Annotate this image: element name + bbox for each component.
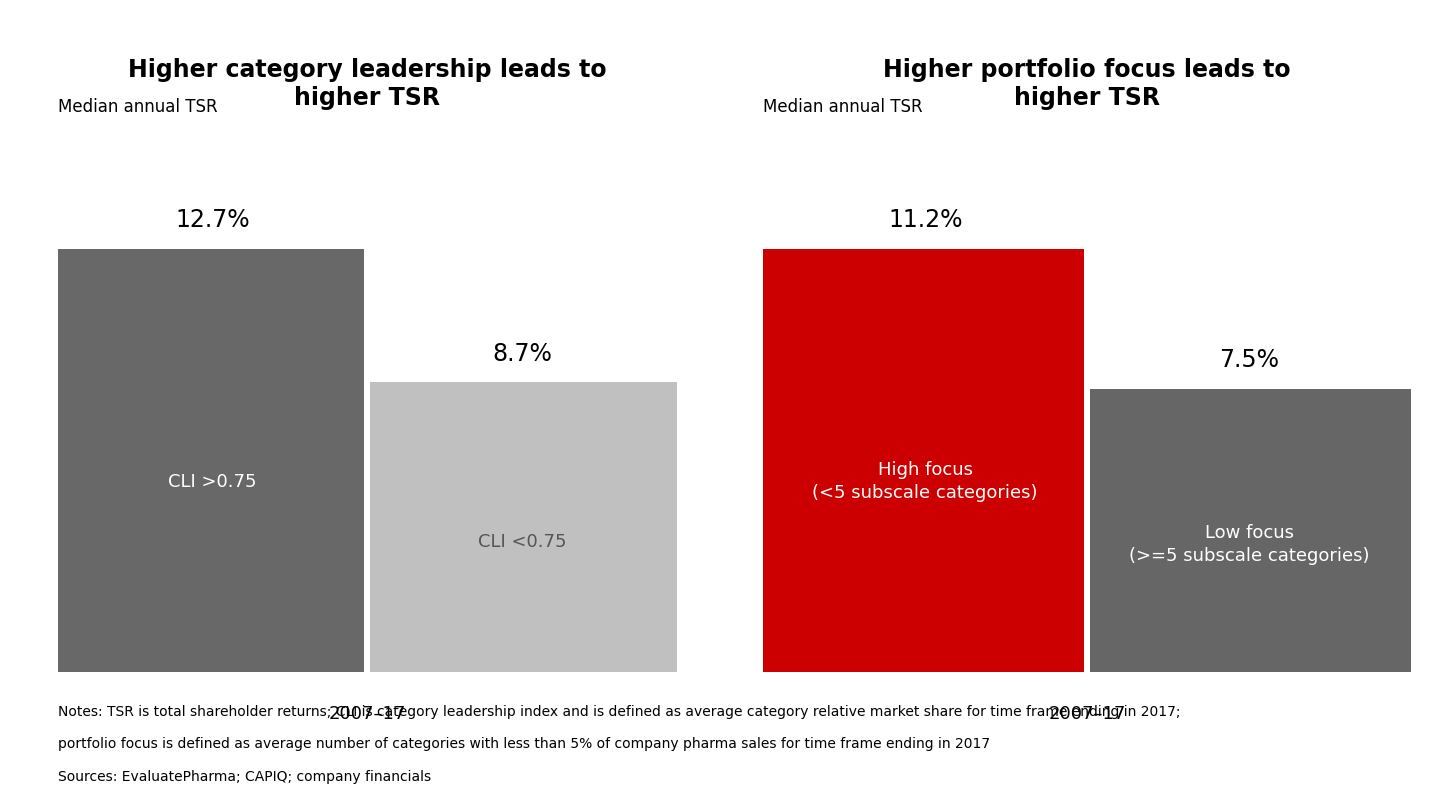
Text: 2007–17: 2007–17 xyxy=(328,706,406,723)
Text: 2007–17: 2007–17 xyxy=(1048,706,1126,723)
Text: Median annual TSR: Median annual TSR xyxy=(763,98,923,116)
FancyBboxPatch shape xyxy=(763,249,1084,672)
Title: Higher category leadership leads to
higher TSR: Higher category leadership leads to high… xyxy=(128,58,606,110)
Text: CLI >0.75: CLI >0.75 xyxy=(168,473,256,491)
Text: 8.7%: 8.7% xyxy=(492,342,552,365)
FancyBboxPatch shape xyxy=(58,249,364,672)
Title: Higher portfolio focus leads to
higher TSR: Higher portfolio focus leads to higher T… xyxy=(883,58,1292,110)
Text: High focus
(<5 subscale categories): High focus (<5 subscale categories) xyxy=(812,461,1038,502)
FancyBboxPatch shape xyxy=(370,382,677,672)
Text: portfolio focus is defined as average number of categories with less than 5% of : portfolio focus is defined as average nu… xyxy=(58,737,989,751)
Text: 11.2%: 11.2% xyxy=(888,208,962,232)
Text: 7.5%: 7.5% xyxy=(1220,348,1279,372)
Text: Median annual TSR: Median annual TSR xyxy=(58,98,217,116)
Text: Notes: TSR is total shareholder returns; CLI is category leadership index and is: Notes: TSR is total shareholder returns;… xyxy=(58,705,1181,718)
Text: 12.7%: 12.7% xyxy=(176,208,249,232)
FancyBboxPatch shape xyxy=(1090,389,1411,672)
Text: CLI <0.75: CLI <0.75 xyxy=(478,533,566,551)
Text: Low focus
(>=5 subscale categories): Low focus (>=5 subscale categories) xyxy=(1129,524,1369,565)
Text: Sources: EvaluatePharma; CAPIQ; company financials: Sources: EvaluatePharma; CAPIQ; company … xyxy=(58,770,431,783)
